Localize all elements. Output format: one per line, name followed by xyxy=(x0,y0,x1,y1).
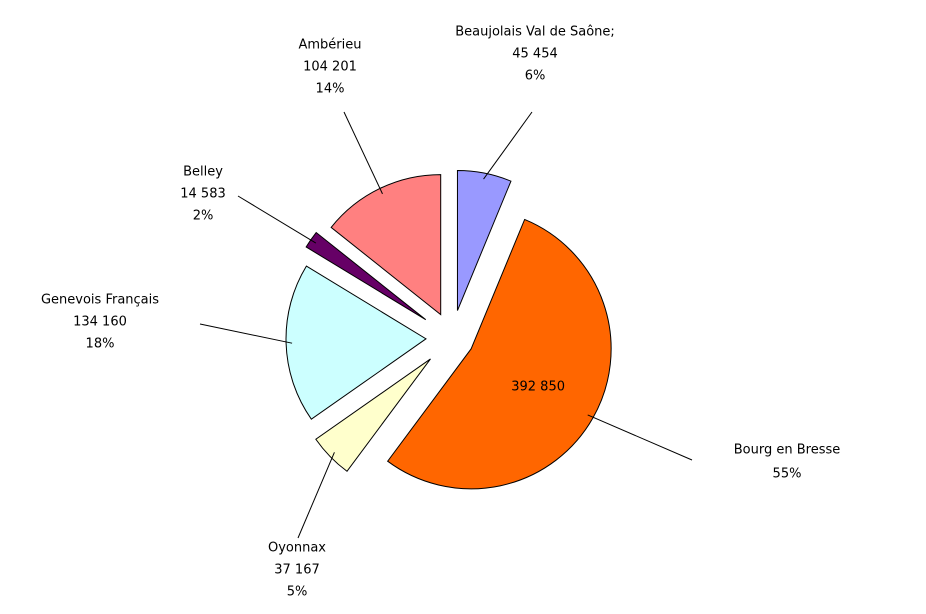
pie-slice xyxy=(456,170,512,311)
pie-slice xyxy=(386,218,612,490)
percent-label: 55% xyxy=(773,467,802,482)
slice-label: Belley xyxy=(183,165,223,180)
leader-line xyxy=(199,323,293,344)
value-label: 392 850 xyxy=(511,379,565,394)
slice-label: Genevois Français xyxy=(41,293,159,308)
value-label: 45 454 xyxy=(512,47,558,62)
leader-line xyxy=(483,111,533,180)
slice-label: Beaujolais Val de Saône; xyxy=(455,25,615,40)
percent-label: 14% xyxy=(316,82,345,97)
value-label: 104 201 xyxy=(303,60,357,75)
percent-label: 2% xyxy=(193,209,214,224)
percent-label: 5% xyxy=(287,585,308,600)
value-label: 37 167 xyxy=(274,563,320,578)
percent-label: 6% xyxy=(525,69,546,84)
leader-line xyxy=(343,111,383,195)
slice-label: Bourg en Bresse xyxy=(734,443,841,458)
percent-label: 18% xyxy=(86,337,115,352)
leader-line xyxy=(297,452,335,539)
leader-line xyxy=(237,195,317,244)
leader-line xyxy=(587,414,693,461)
pie-slice xyxy=(315,358,431,472)
pie-slice xyxy=(285,265,427,420)
value-label: 14 583 xyxy=(180,187,226,202)
slice-label: Oyonnax xyxy=(268,541,326,556)
slice-label: Ambérieu xyxy=(298,38,361,53)
value-label: 134 160 xyxy=(73,315,127,330)
